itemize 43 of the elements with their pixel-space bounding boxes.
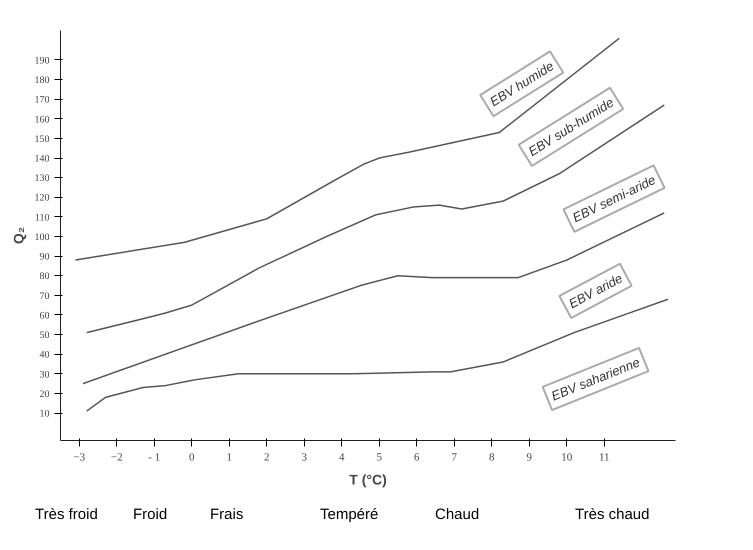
text: Très chaud — [575, 505, 650, 525]
x-tick-label: 10 — [561, 452, 573, 464]
y-tick-label: 20 — [40, 388, 50, 400]
y-tick-label: 170 — [34, 94, 50, 106]
text: Chaud — [435, 505, 480, 525]
x-tick-label: - 1 — [148, 452, 160, 464]
x-axis-title: T (°C) — [349, 472, 387, 488]
x-tick-label: 5 — [376, 452, 382, 464]
y-tick-label: 60 — [40, 310, 50, 322]
x-tick-label: 6 — [414, 452, 420, 464]
text: Froid — [133, 505, 168, 525]
x-tick-label: 2 — [264, 452, 270, 464]
x-tick-label: 11 — [598, 452, 610, 464]
y-tick-label: 190 — [34, 55, 50, 66]
x-tick-label: −3 — [73, 452, 86, 464]
y-axis-title: Q₂ — [10, 226, 26, 244]
text: Très froid — [35, 505, 98, 525]
y-tick-label: 90 — [40, 252, 50, 263]
text: Frais — [210, 505, 244, 525]
x-tick-label: 4 — [339, 452, 345, 464]
y-tick-label: 10 — [40, 408, 50, 420]
y-tick-label: 30 — [40, 369, 50, 380]
annotation: EBV aride — [566, 270, 625, 312]
x-tick-label: 0 — [189, 452, 195, 464]
y-tick-label: 120 — [34, 192, 50, 204]
y-tick-label: 150 — [34, 134, 50, 145]
text: Tempéré — [320, 505, 378, 525]
y-tick-label: 160 — [34, 114, 50, 126]
y-tick-label: 140 — [34, 154, 50, 165]
y-tick-label: 110 — [34, 212, 50, 224]
y-tick-label: 180 — [34, 75, 50, 86]
x-tick-label: −2 — [110, 452, 123, 464]
y-tick-label: 70 — [40, 290, 50, 302]
x-tick-label: 9 — [526, 452, 532, 464]
y-tick-label: 50 — [40, 330, 50, 342]
y-tick-label: 80 — [40, 271, 50, 282]
x-tick-label: 1 — [226, 452, 232, 464]
y-tick-label: 40 — [40, 350, 50, 361]
y-tick-label: 100 — [34, 232, 50, 243]
x-tick-label: 7 — [452, 452, 458, 464]
x-tick-label: 3 — [302, 452, 308, 464]
y-tick-label: 130 — [34, 173, 50, 184]
x-tick-label: 8 — [489, 452, 495, 464]
